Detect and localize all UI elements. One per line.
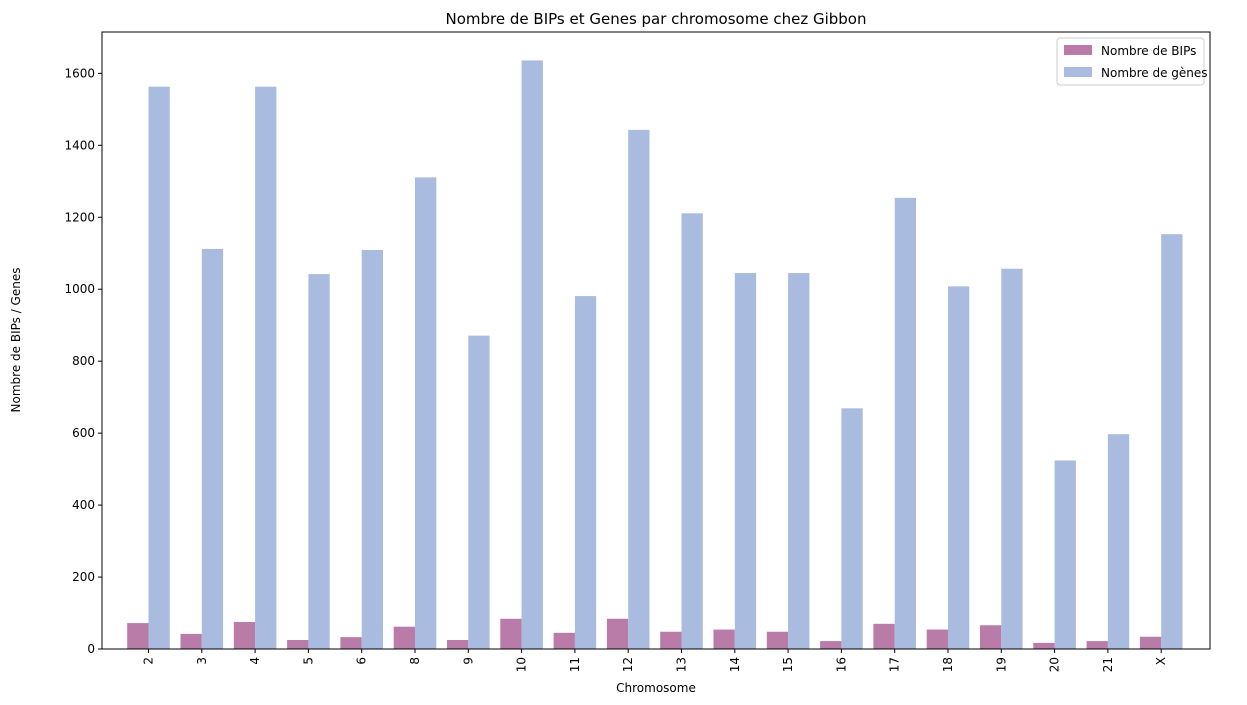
x-tick-label: 8: [408, 657, 422, 665]
bar-bips: [766, 631, 789, 649]
y-axis-label: Nombre de BIPs / Genes: [9, 268, 23, 413]
bar-bips: [287, 640, 309, 649]
bar-genes: [841, 408, 863, 649]
legend-box: [1056, 37, 1205, 86]
bar-bips: [393, 626, 415, 649]
bar-bips: [873, 623, 895, 649]
x-tick-label: 3: [195, 657, 209, 665]
x-tick-label: 9: [461, 657, 475, 665]
legend-label: Nombre de BIPs: [1101, 44, 1196, 58]
bar-bips: [660, 631, 682, 649]
bar-bips: [340, 637, 362, 649]
bar-genes: [948, 286, 970, 649]
bars-layer: [127, 60, 1183, 650]
x-tick-label: 21: [1101, 657, 1115, 672]
bar-genes: [734, 273, 757, 649]
y-tick-label: 1600: [64, 66, 95, 80]
x-tick-label: 13: [675, 657, 689, 672]
y-tick-label: 400: [72, 498, 95, 512]
x-tick-label: 12: [621, 657, 635, 672]
bar-bips: [500, 618, 522, 649]
bar-genes: [788, 273, 810, 649]
x-tick-label: 10: [515, 657, 529, 672]
bar-bips: [447, 640, 469, 649]
y-tick-label: 200: [72, 570, 95, 584]
bar-genes: [1054, 460, 1076, 649]
x-tick-label: 11: [568, 657, 582, 672]
y-tick-label: 1200: [64, 210, 95, 224]
x-tick-label: 16: [834, 657, 848, 672]
legend-swatch: [1064, 67, 1092, 77]
bar-bips: [926, 629, 948, 649]
y-tick-label: 1000: [64, 282, 95, 296]
x-tick-label: 6: [355, 657, 369, 665]
x-axis-label: Chromosome: [616, 681, 696, 695]
bar-bips: [606, 618, 629, 649]
bar-genes: [628, 129, 650, 650]
bar-bips: [1139, 636, 1162, 649]
legend-label: Nombre de gènes: [1101, 66, 1208, 80]
bar-bips: [180, 633, 202, 649]
x-tick-label: 18: [941, 657, 955, 672]
x-tick-label: 2: [142, 657, 156, 665]
bar-bips: [980, 625, 1002, 649]
x-tick-label: 20: [1048, 657, 1062, 672]
bar-genes: [415, 177, 437, 649]
y-axis: 0 200 400 600 800 1000 1200 1400 1600: [64, 66, 102, 656]
bar-genes: [1161, 234, 1183, 649]
x-tick-label: 17: [888, 657, 902, 672]
bar-genes: [681, 213, 703, 649]
bar-bips: [127, 623, 149, 649]
bar-bips: [1086, 641, 1108, 649]
legend-swatch: [1064, 45, 1092, 55]
x-tick-label: X: [1154, 657, 1168, 665]
bar-bips: [553, 632, 575, 649]
bar-bips: [820, 641, 842, 649]
bar-bips: [233, 622, 256, 649]
bar-genes: [1001, 268, 1023, 649]
y-tick-label: 1400: [64, 138, 95, 152]
x-tick-label: 19: [994, 657, 1008, 672]
x-tick-label: 4: [248, 657, 262, 665]
y-tick-label: 600: [72, 426, 95, 440]
bar-genes: [574, 296, 597, 649]
bar-bips: [713, 629, 735, 649]
bar-genes: [468, 335, 490, 649]
bar-genes: [521, 60, 543, 650]
bar-genes: [361, 250, 383, 649]
chart-title: Nombre de BIPs et Genes par chromosome c…: [446, 10, 867, 28]
bar-genes: [201, 248, 224, 649]
bar-genes: [894, 197, 916, 649]
x-axis: 2 3 4 5 6 8 9 10 11 12 13 14 15 16 17 18 19 20 21 X: [142, 649, 1168, 672]
y-tick-label: 800: [72, 354, 95, 368]
legend: Nombre de BIPs Nombre de gènes: [1056, 37, 1208, 86]
x-tick-label: 5: [301, 657, 315, 665]
bar-genes: [255, 86, 277, 650]
bar-bips: [1033, 642, 1055, 649]
y-tick-label: 0: [87, 642, 95, 656]
x-tick-label: 14: [728, 657, 742, 672]
bar-genes: [148, 86, 170, 650]
plot-frame: [101, 31, 1211, 650]
bar-genes: [1107, 434, 1130, 649]
bar-genes: [308, 274, 330, 649]
x-tick-label: 15: [781, 657, 795, 672]
